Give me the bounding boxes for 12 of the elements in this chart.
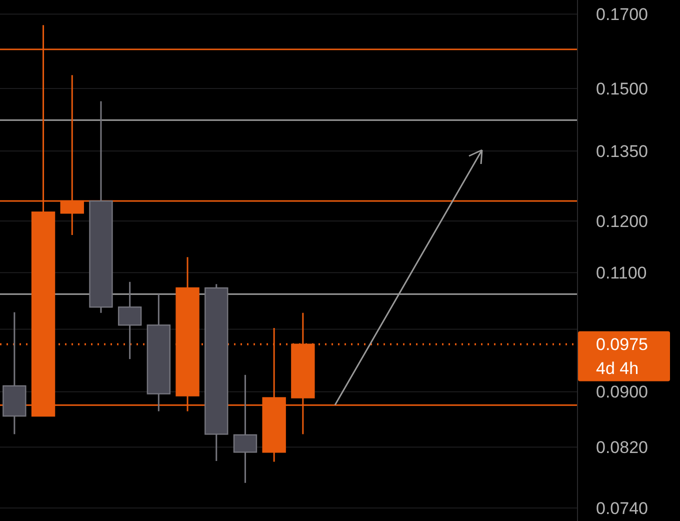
- y-tick-label: 0.1350: [596, 142, 648, 161]
- y-tick-label: 0.1200: [596, 212, 648, 231]
- candlestick: [118, 281, 142, 360]
- candlestick: [233, 374, 258, 484]
- y-tick-label: 0.1700: [596, 5, 648, 24]
- y-tick-label: 0.0740: [596, 498, 648, 518]
- ref-line-label: 0.0975: [596, 335, 648, 354]
- y-tick-label: 0.0820: [596, 438, 648, 458]
- y-tick-label: 0.1500: [596, 79, 648, 98]
- y-tick-label: 0.0900: [596, 382, 648, 402]
- y-tick-label: 0.1100: [596, 264, 647, 283]
- text: 4d 4h: [596, 359, 639, 378]
